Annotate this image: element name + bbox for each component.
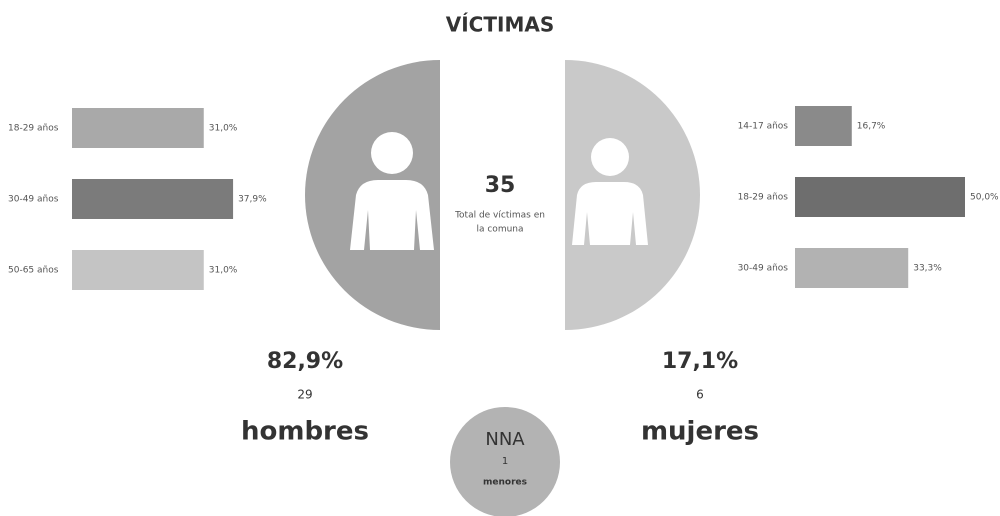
bar	[795, 248, 909, 288]
value-label: 31,0%	[209, 266, 238, 276]
nna-sublabel: menores	[483, 478, 527, 488]
total-value: 35	[485, 173, 516, 198]
bar	[795, 177, 965, 217]
title: VÍCTIMAS	[446, 13, 554, 37]
category-label: 30-49 años	[8, 195, 59, 205]
category-label: 18-29 años	[738, 193, 789, 203]
category-label: 30-49 años	[738, 264, 789, 274]
nna-circle	[450, 407, 560, 516]
value-label: 33,3%	[913, 264, 942, 274]
category-label: 18-29 años	[8, 124, 59, 134]
category-label: 14-17 años	[738, 122, 789, 132]
women-label: mujeres	[641, 417, 759, 447]
category-label: 50-65 años	[8, 266, 59, 276]
men-label: hombres	[241, 417, 369, 447]
total-label: la comuna	[476, 225, 523, 235]
value-label: 37,9%	[238, 195, 267, 205]
women-percent: 17,1%	[662, 349, 738, 374]
nna-count: 1	[502, 456, 508, 467]
men-count: 29	[297, 388, 312, 402]
value-label: 31,0%	[209, 124, 238, 134]
value-label: 16,7%	[857, 122, 886, 132]
value-label: 50,0%	[970, 193, 999, 203]
bar	[795, 106, 852, 146]
women-count: 6	[696, 388, 704, 402]
man-icon	[350, 132, 434, 250]
nna-label: NNA	[485, 429, 525, 450]
men-percent: 82,9%	[267, 349, 343, 374]
bar	[72, 250, 204, 290]
total-label: Total de víctimas en	[454, 211, 545, 221]
woman-icon	[572, 138, 648, 245]
bar	[72, 179, 234, 219]
bar	[72, 108, 204, 148]
